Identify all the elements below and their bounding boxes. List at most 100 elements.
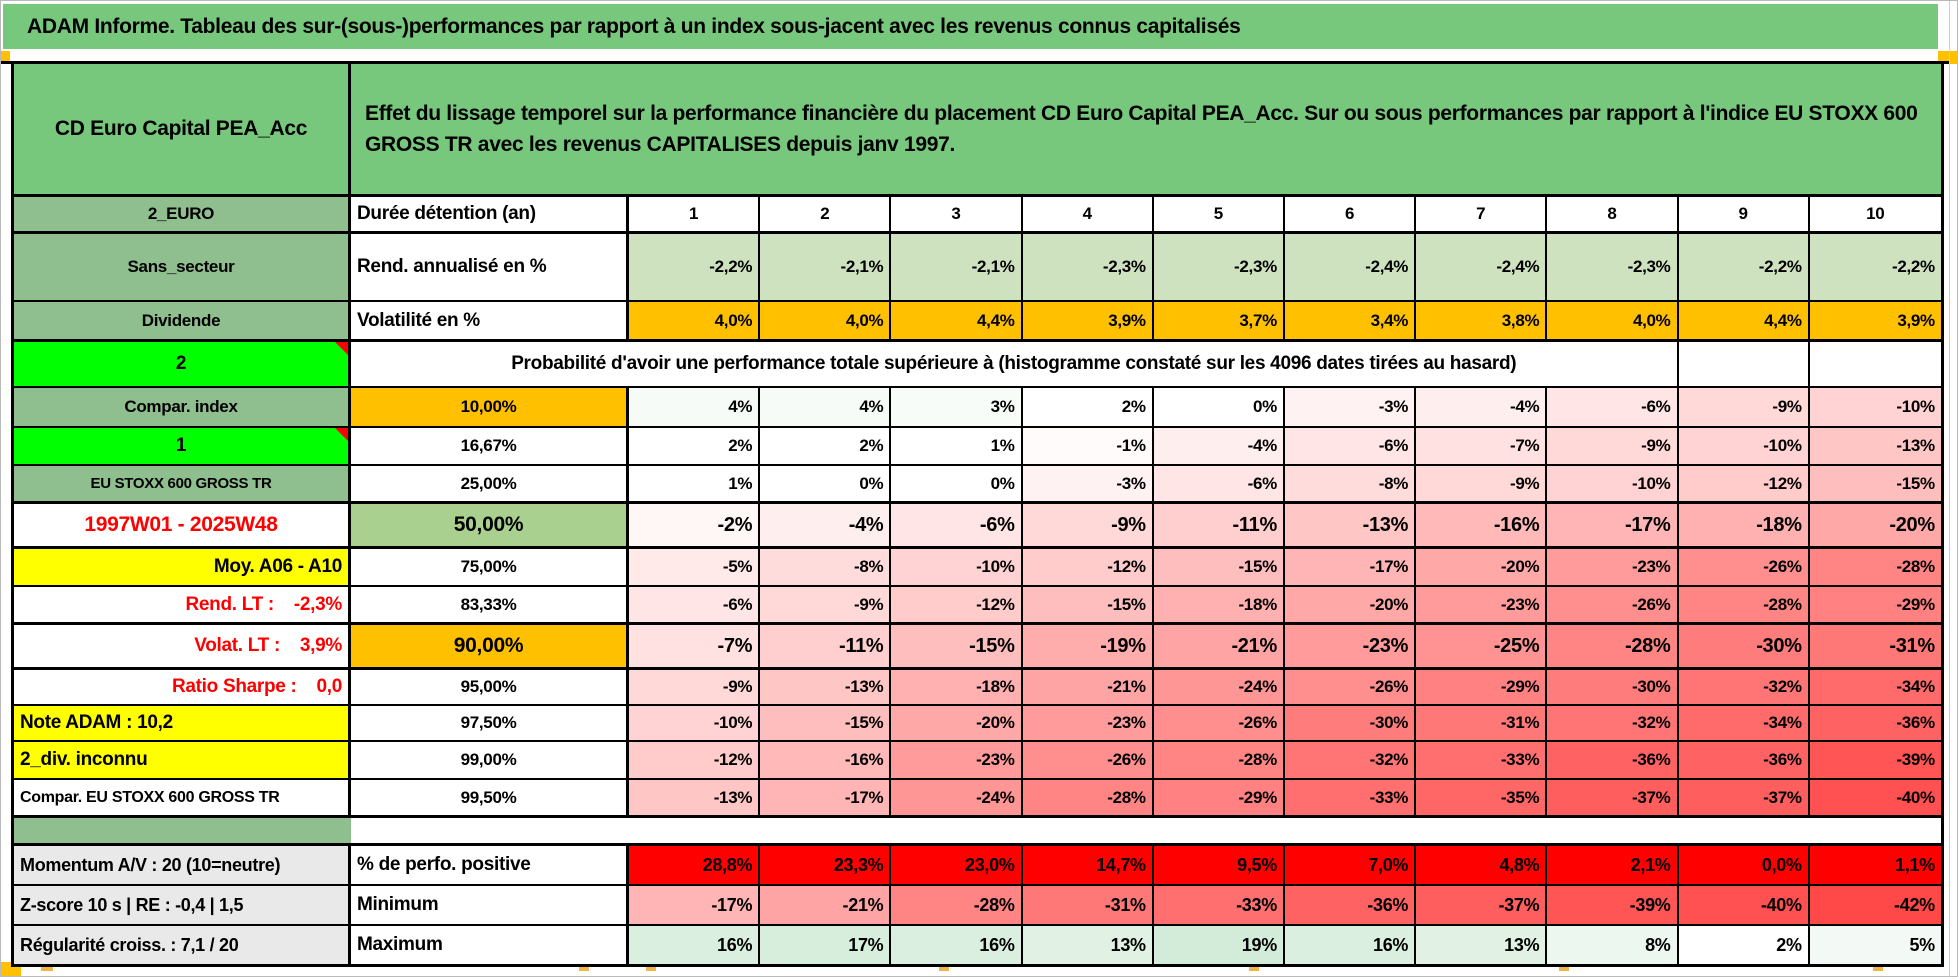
- p95-value-y1[interactable]: -9%: [629, 670, 761, 704]
- rend-value-y1[interactable]: -2,2%: [629, 234, 761, 300]
- minimum-value-y2[interactable]: -21%: [760, 886, 892, 924]
- p10-value-y7[interactable]: -4%: [1416, 388, 1548, 426]
- p83-value-y7[interactable]: -23%: [1416, 587, 1548, 622]
- p95-value-y4[interactable]: -21%: [1022, 670, 1154, 704]
- row-label-2-euro[interactable]: 2_EURO: [14, 197, 351, 231]
- p16-value-y1[interactable]: 2%: [629, 428, 761, 464]
- p10-value-y8[interactable]: -6%: [1547, 388, 1679, 426]
- p50-value-y9[interactable]: -18%: [1678, 504, 1810, 546]
- p50-value-y1[interactable]: -2%: [629, 504, 761, 546]
- volat-value-y5[interactable]: 3,7%: [1153, 302, 1285, 339]
- p50-value-y6[interactable]: -13%: [1284, 504, 1417, 546]
- year-header-9[interactable]: 9: [1678, 197, 1810, 231]
- p25-value-y10[interactable]: -15%: [1809, 466, 1941, 501]
- maximum-label[interactable]: Maximum: [351, 926, 629, 964]
- minimum-value-y7[interactable]: -37%: [1416, 886, 1548, 924]
- maximum-value-y9[interactable]: 2%: [1678, 926, 1810, 964]
- p83-value-y5[interactable]: -18%: [1153, 587, 1285, 622]
- p25-value-y9[interactable]: -12%: [1678, 466, 1810, 501]
- p75-value-y9[interactable]: -26%: [1678, 549, 1810, 585]
- threshold-p83[interactable]: 83,33%: [351, 587, 629, 622]
- p975-value-y6[interactable]: -30%: [1284, 706, 1417, 740]
- threshold-p75[interactable]: 75,00%: [351, 549, 629, 585]
- p25-value-y6[interactable]: -8%: [1284, 466, 1417, 501]
- row-label-p10[interactable]: Compar. index: [14, 388, 351, 426]
- year-header-6[interactable]: 6: [1284, 197, 1417, 231]
- p75-value-y1[interactable]: -5%: [629, 549, 761, 585]
- p25-value-y2[interactable]: 0%: [760, 466, 892, 501]
- p16-value-y10[interactable]: -13%: [1809, 428, 1941, 464]
- p10-value-y10[interactable]: -10%: [1809, 388, 1941, 426]
- p83-value-y3[interactable]: -12%: [891, 587, 1023, 622]
- p95-value-y5[interactable]: -24%: [1153, 670, 1285, 704]
- perfo-value-y10[interactable]: 1,1%: [1809, 846, 1941, 884]
- p75-value-y2[interactable]: -8%: [760, 549, 892, 585]
- p10-value-y6[interactable]: -3%: [1284, 388, 1417, 426]
- row-label-p25[interactable]: EU STOXX 600 GROSS TR: [14, 466, 351, 501]
- p975-value-y8[interactable]: -32%: [1547, 706, 1679, 740]
- maximum-value-y10[interactable]: 5%: [1809, 926, 1941, 964]
- threshold-p975[interactable]: 97,50%: [351, 706, 629, 740]
- p95-value-y9[interactable]: -32%: [1678, 670, 1810, 704]
- p99-value-y4[interactable]: -26%: [1022, 742, 1154, 778]
- perfo-value-y1[interactable]: 28,8%: [629, 846, 761, 884]
- p75-value-y8[interactable]: -23%: [1547, 549, 1679, 585]
- rend-value-y4[interactable]: -2,3%: [1022, 234, 1154, 300]
- perfo-value-y3[interactable]: 23,0%: [891, 846, 1023, 884]
- p83-value-y6[interactable]: -20%: [1284, 587, 1417, 622]
- p16-value-y5[interactable]: -4%: [1153, 428, 1285, 464]
- maximum-value-y2[interactable]: 17%: [760, 926, 892, 964]
- row-label-minimum[interactable]: Z-score 10 s | RE : -0,4 | 1,5: [14, 886, 351, 924]
- duree-detention-label[interactable]: Durée détention (an): [351, 197, 629, 231]
- p995-value-y4[interactable]: -28%: [1022, 780, 1154, 815]
- p99-value-y7[interactable]: -33%: [1416, 742, 1548, 778]
- p10-value-y3[interactable]: 3%: [891, 388, 1023, 426]
- p995-value-y5[interactable]: -29%: [1153, 780, 1285, 815]
- p99-value-y6[interactable]: -32%: [1284, 742, 1417, 778]
- p83-value-y2[interactable]: -9%: [760, 587, 892, 622]
- p995-value-y10[interactable]: -40%: [1809, 780, 1941, 815]
- rend-value-y5[interactable]: -2,3%: [1153, 234, 1285, 300]
- p83-value-y4[interactable]: -15%: [1022, 587, 1154, 622]
- year-header-7[interactable]: 7: [1416, 197, 1548, 231]
- rend-value-y10[interactable]: -2,2%: [1809, 234, 1941, 300]
- rend-value-y2[interactable]: -2,1%: [760, 234, 892, 300]
- p10-value-y1[interactable]: 4%: [629, 388, 761, 426]
- p99-value-y3[interactable]: -23%: [891, 742, 1023, 778]
- p995-value-y9[interactable]: -37%: [1678, 780, 1810, 815]
- year-header-4[interactable]: 4: [1022, 197, 1154, 231]
- p90-value-y10[interactable]: -31%: [1809, 625, 1941, 667]
- p90-value-y3[interactable]: -15%: [891, 625, 1023, 667]
- row-label-sans-secteur[interactable]: Sans_secteur: [14, 234, 351, 300]
- p95-value-y10[interactable]: -34%: [1809, 670, 1941, 704]
- volat-value-y3[interactable]: 4,4%: [891, 302, 1023, 339]
- threshold-p99[interactable]: 99,00%: [351, 742, 629, 778]
- p95-value-y8[interactable]: -30%: [1547, 670, 1679, 704]
- p95-value-y6[interactable]: -26%: [1284, 670, 1417, 704]
- volat-value-y9[interactable]: 4,4%: [1678, 302, 1810, 339]
- p25-value-y8[interactable]: -10%: [1547, 466, 1679, 501]
- p99-value-y1[interactable]: -12%: [629, 742, 761, 778]
- volat-value-y1[interactable]: 4,0%: [629, 302, 761, 339]
- perfo-value-y6[interactable]: 7,0%: [1284, 846, 1417, 884]
- maximum-value-y5[interactable]: 19%: [1153, 926, 1285, 964]
- minimum-value-y8[interactable]: -39%: [1547, 886, 1679, 924]
- p75-value-y10[interactable]: -28%: [1809, 549, 1941, 585]
- p90-value-y4[interactable]: -19%: [1022, 625, 1154, 667]
- minimum-value-y9[interactable]: -40%: [1678, 886, 1810, 924]
- row-label-p95[interactable]: Ratio Sharpe : 0,0: [14, 670, 351, 704]
- perfo-value-y2[interactable]: 23,3%: [760, 846, 892, 884]
- perfo-value-y8[interactable]: 2,1%: [1547, 846, 1679, 884]
- p975-value-y10[interactable]: -36%: [1809, 706, 1941, 740]
- p99-value-y10[interactable]: -39%: [1809, 742, 1941, 778]
- year-header-2[interactable]: 2: [760, 197, 892, 231]
- p99-value-y8[interactable]: -36%: [1547, 742, 1679, 778]
- row-label-p75[interactable]: Moy. A06 - A10: [14, 549, 351, 585]
- p75-value-y3[interactable]: -10%: [891, 549, 1023, 585]
- p25-value-y7[interactable]: -9%: [1416, 466, 1548, 501]
- p16-value-y2[interactable]: 2%: [760, 428, 892, 464]
- year-header-3[interactable]: 3: [891, 197, 1023, 231]
- row-label-p975[interactable]: Note ADAM : 10,2: [14, 706, 351, 740]
- p50-value-y5[interactable]: -11%: [1153, 504, 1285, 546]
- p99-value-y2[interactable]: -16%: [760, 742, 892, 778]
